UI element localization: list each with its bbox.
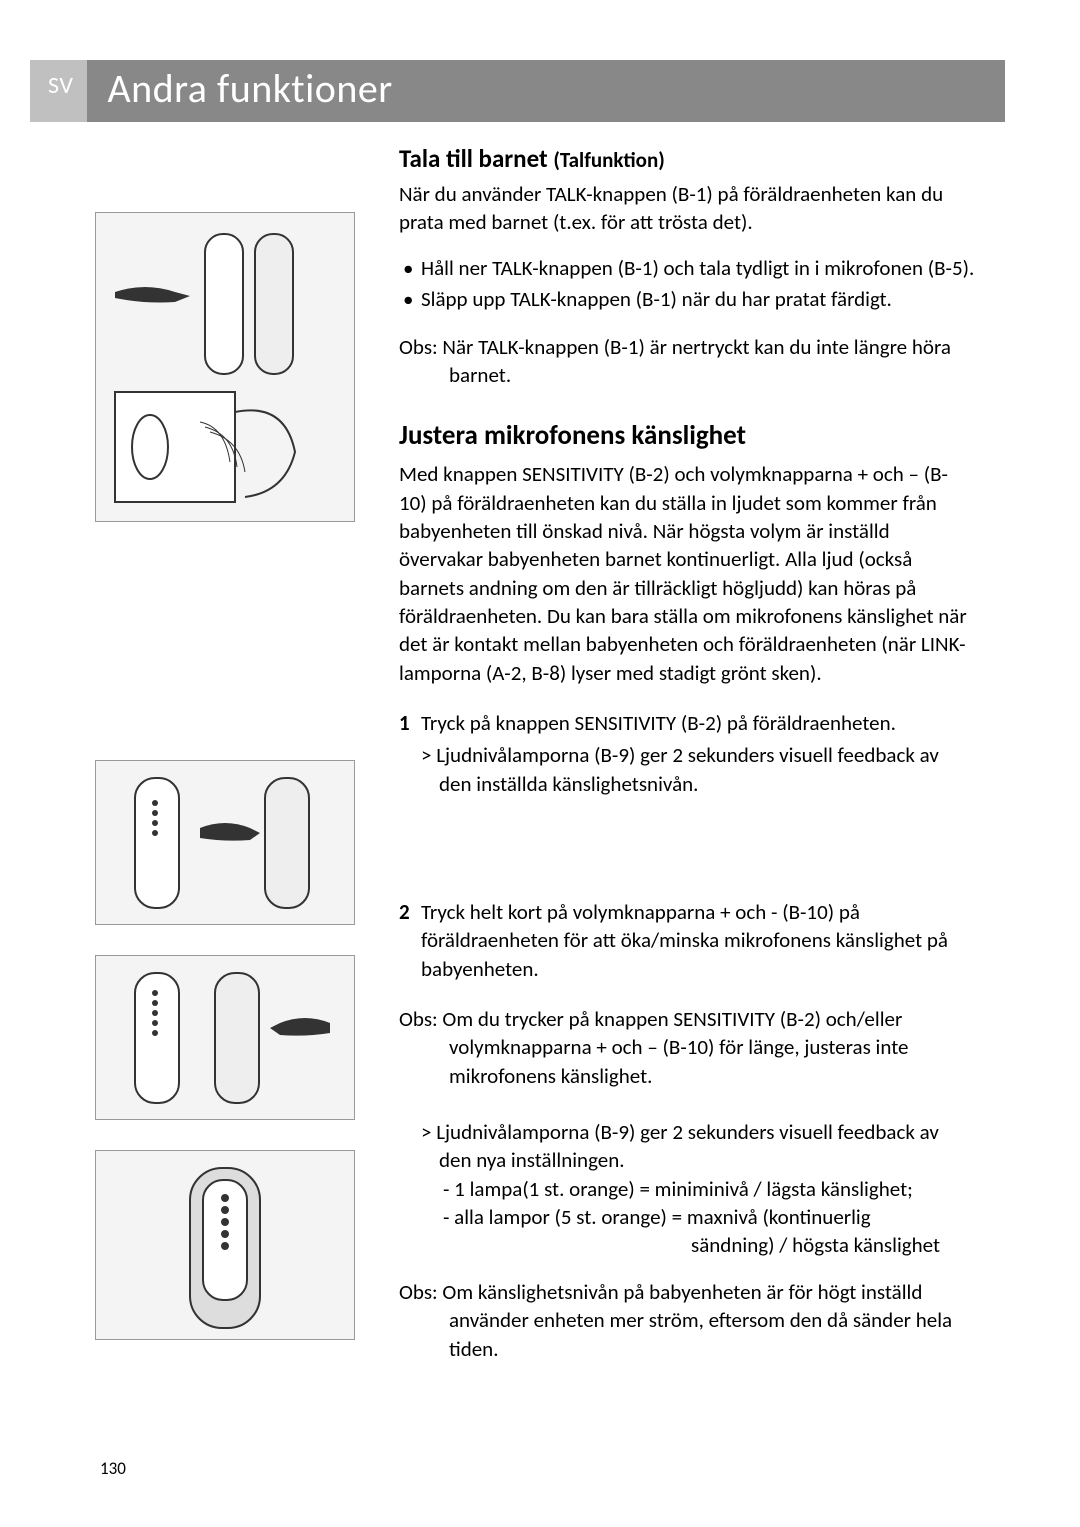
section2-steps-2: 2 Tryck helt kort på volymknapparna + oc… [399, 898, 975, 983]
section2-intro: Med knappen SENSITIVITY (B-2) och volymk… [399, 460, 975, 687]
bullet-item: Håll ner TALK-knappen (B-1) och tala tyd… [399, 254, 975, 282]
feedback-line: > Ljudnivålamporna (B-9) ger 2 sekunders… [399, 1118, 975, 1175]
page-number: 130 [100, 1458, 126, 1481]
section1-subtitle: (Talfunktion) [553, 147, 664, 173]
illustration-volume-press [95, 955, 355, 1120]
section2-steps: 1 Tryck på knappen SENSITIVITY (B-2) på … [399, 709, 975, 737]
illustration-sensitivity-press [95, 760, 355, 925]
feedback-sub-2: - alla lampor (5 st. orange) = maxnivå (… [399, 1203, 975, 1231]
text-column: Tala till barnet (Talfunktion) När du an… [399, 142, 985, 1363]
page-title: Andra funktioner [87, 60, 1005, 122]
illustration-talk [95, 212, 355, 522]
section1-intro: När du använder TALK-knappen (B-1) på fö… [399, 180, 975, 237]
section2-note2: Obs: Om känslighetsnivån på babyenheten … [399, 1278, 975, 1363]
language-tag: SV [30, 60, 87, 122]
section1-bullets: Håll ner TALK-knappen (B-1) och tala tyd… [399, 254, 975, 313]
step-item: 2 Tryck helt kort på volymknapparna + oc… [399, 898, 975, 983]
step-number: 2 [399, 898, 410, 926]
feedback-sub-1: - 1 lampa(1 st. orange) = miniminivå / l… [399, 1175, 975, 1203]
feedback-sub-3: sändning) / högsta känslighet [399, 1231, 975, 1259]
illustration-column [95, 142, 375, 1363]
bullet-item: Släpp upp TALK-knappen (B-1) när du har … [399, 285, 975, 313]
step1-sub: > Ljudnivålamporna (B-9) ger 2 sekunders… [399, 741, 975, 798]
step-text: Tryck på knappen SENSITIVITY (B-2) på fö… [421, 710, 896, 736]
header-bar: SV Andra funktioner [30, 60, 1005, 122]
section1-note: Obs: När TALK-knappen (B-1) är nertryckt… [399, 333, 975, 390]
step-number: 1 [399, 709, 410, 737]
step-item: 1 Tryck på knappen SENSITIVITY (B-2) på … [399, 709, 975, 737]
section2-note1: Obs: Om du trycker på knappen SENSITIVIT… [399, 1005, 975, 1090]
section1-title: Tala till barnet [399, 143, 548, 174]
section1-heading: Tala till barnet (Talfunktion) [399, 142, 975, 176]
step-text: Tryck helt kort på volymknapparna + och … [421, 899, 948, 982]
illustration-lights [95, 1150, 355, 1340]
section2-heading: Justera mikrofonens känslighet [399, 418, 975, 454]
